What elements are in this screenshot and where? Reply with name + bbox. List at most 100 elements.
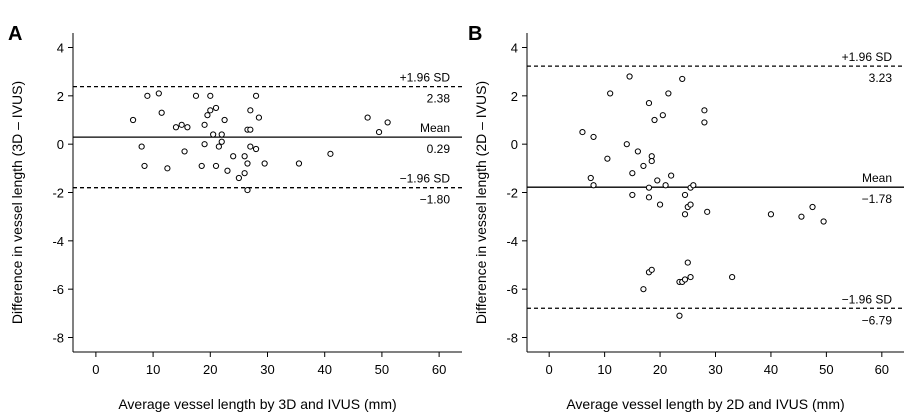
panel-a-data-point [207, 107, 214, 114]
panel-b-data-point [820, 218, 827, 225]
panel-b-data-point [640, 162, 647, 170]
panel-b-ref-name-0: +1.96 SD [842, 50, 893, 64]
panel-a-y-tick-label: 4 [57, 41, 64, 56]
panel-a-data-point [144, 92, 151, 99]
panel-b-data-point [645, 99, 653, 107]
panel-b-data-point [579, 128, 586, 136]
panel-b-data-point [654, 177, 661, 184]
panel-b-data-point [679, 75, 686, 83]
panel-a-data-point [247, 143, 254, 150]
panel-a-data-point [247, 126, 254, 133]
panel-a-data-point [155, 90, 162, 97]
panel-b-data-point [701, 119, 708, 126]
panel-b-data-point [656, 201, 664, 208]
panel-b-data-point [590, 133, 597, 141]
panel-b-ref-value-0: 3.23 [869, 71, 893, 85]
panel-b-data-point [681, 276, 689, 283]
panel-b-data-point [684, 259, 691, 266]
panel-a-data-point [384, 119, 391, 126]
panel-a-data-point [207, 92, 214, 99]
panel-b-data-point [587, 174, 594, 182]
panel-a-data-point [204, 112, 211, 119]
panel-b-x-tick-label: 10 [597, 362, 611, 377]
panel-a-data-point [129, 116, 137, 124]
panel-b-ref-name-2: −1.96 SD [842, 292, 893, 306]
panel-a-data-point [218, 131, 225, 138]
panel-b-y-tick-label: -8 [506, 331, 518, 346]
panel-b-data-point [665, 90, 672, 97]
panel-a-x-tick-label: 30 [260, 362, 274, 377]
panel-a-data-point [172, 124, 180, 131]
panel-a-data-point [230, 153, 237, 160]
panel-a-data-point [295, 160, 303, 167]
panel-a-ref-name-0: +1.96 SD [400, 71, 451, 85]
panel-b-y-tick-label: 0 [511, 137, 518, 152]
panel-b-x-tick-label: 50 [819, 362, 833, 377]
panel-a-data-point [212, 162, 220, 170]
panel-b-data-point [662, 182, 669, 189]
panel-b-data-point [704, 208, 711, 215]
panel-b-x-tick-label: 60 [875, 362, 889, 377]
panel-b-ref-value-2: −6.79 [862, 313, 893, 327]
panel-b-data-point [640, 286, 647, 293]
panel-a-data-point [261, 160, 268, 167]
panel-b-data-point [676, 312, 683, 319]
panel-a-data-point [241, 170, 248, 177]
panel-a-data-point [164, 165, 171, 172]
panel-b-data-point [809, 203, 816, 211]
panel-a-data-point [327, 150, 334, 157]
panel-b-data-point [659, 112, 666, 119]
panel-a-data-point [181, 148, 188, 155]
panel-b-data-point [645, 194, 653, 201]
panel-b-data-point [651, 116, 658, 124]
panel-a-data-point [252, 145, 260, 153]
panel-b-data-point [590, 182, 597, 189]
panel-a-data-point [241, 153, 248, 160]
panel-a-x-tick-label: 10 [146, 362, 160, 377]
panel-a-data-point [192, 92, 200, 99]
panel-b-data-point [607, 90, 614, 97]
panel-b-data-point [687, 201, 694, 208]
panel-a-data-point [221, 116, 228, 124]
panel-a-x-tick-label: 40 [317, 362, 331, 377]
panel-a-data-point [158, 109, 165, 116]
panel-a-x-tick-label: 60 [432, 362, 446, 377]
panel-b-data-point [645, 184, 653, 191]
panel-a-data-point [252, 92, 260, 99]
panel-b-x-axis-label: Average vessel length by 2D and IVUS (mm… [566, 396, 844, 412]
panel-a-data-point [138, 143, 145, 150]
panel-b-data-point [681, 211, 689, 218]
panel-b-data-point [648, 266, 655, 273]
panel-b-data-point [668, 172, 675, 179]
panel-a-y-tick-label: -6 [52, 282, 64, 297]
panel-a-ref-name-1: Mean [420, 121, 450, 135]
panel-a-ref-name-2: −1.96 SD [400, 172, 451, 186]
panel-b-y-tick-label: -4 [506, 234, 518, 249]
panel-b-data-point [701, 107, 708, 114]
panel-a-x-axis-label: Average vessel length by 3D and IVUS (mm… [118, 396, 396, 412]
panel-a-data-point [244, 186, 251, 194]
panel-a-y-tick-label: -8 [52, 331, 64, 346]
panel-a-x-tick-label: 20 [203, 362, 217, 377]
panel-a-data-point [244, 160, 251, 167]
panel-a-data-point [255, 114, 263, 121]
panel-a-data-point [210, 131, 217, 138]
panel-b-data-point [767, 211, 775, 218]
panel-a-data-point [247, 107, 254, 114]
panel-a-ref-value-2: −1.80 [420, 193, 451, 207]
panel-a-data-point [364, 114, 371, 121]
panel-a-data-point [218, 138, 225, 145]
panel-a-y-axis-label: Difference in vessel length (3D – IVUS) [9, 81, 25, 324]
panel-b-data-point [629, 170, 636, 177]
panel-a-ref-value-1: 0.29 [427, 142, 451, 156]
panel-a-y-tick-label: 2 [57, 89, 64, 104]
panel-b-data-point [798, 213, 805, 220]
panel-b-letter: B [468, 23, 482, 45]
panel-a-x-tick-label: 0 [92, 362, 99, 377]
panel-b-data-point [634, 148, 641, 155]
panel-b-y-tick-label: -6 [506, 282, 518, 297]
panel-b-data-point [626, 73, 633, 80]
panel-a-data-point [141, 162, 148, 170]
